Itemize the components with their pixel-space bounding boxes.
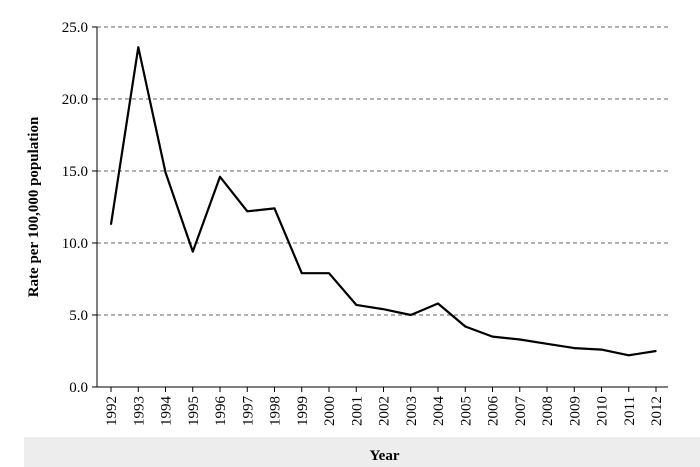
y-tick-label: 20.0 [62, 92, 88, 108]
data-point [573, 347, 576, 349]
x-tick-label: 2012 [649, 396, 665, 426]
data-point [164, 171, 167, 174]
data-point [518, 338, 521, 341]
x-tick-label: 1993 [131, 396, 147, 426]
x-tick-label: 2009 [567, 396, 583, 426]
x-axis-label: Year [370, 448, 400, 464]
x-tick-label: 2007 [513, 396, 529, 427]
x-tick-label: 1992 [104, 396, 120, 426]
series [109, 46, 657, 357]
y-axis-label: Rate per 100,000 population [26, 116, 42, 297]
x-tick-label: 2011 [622, 396, 638, 425]
x-tick-label: 1997 [240, 396, 256, 427]
y-tick-label: 10.0 [62, 236, 88, 252]
x-tick-label: 2001 [349, 396, 365, 426]
x-tick-label: 2004 [431, 396, 447, 427]
data-point [246, 210, 249, 213]
data-point [409, 314, 412, 316]
data-point [328, 272, 330, 275]
data-point [300, 272, 303, 275]
gridlines [97, 26, 668, 316]
x-tick-label: 1999 [295, 396, 311, 426]
data-point [110, 223, 112, 226]
x-tick-label: 1996 [213, 396, 229, 427]
y-tick-label: 5.0 [69, 308, 88, 324]
data-point [627, 354, 630, 357]
x-tick-label: 1995 [186, 396, 202, 426]
x-tick-label: 2000 [322, 396, 338, 426]
x-tick-label: 2002 [377, 396, 393, 426]
data-point [355, 304, 358, 306]
axes [96, 27, 668, 388]
data-point [137, 46, 140, 48]
x-tick-label: 2010 [595, 396, 611, 426]
data-point [491, 335, 494, 338]
y-tick-label: 25.0 [62, 20, 88, 36]
data-point [219, 175, 221, 178]
footer-band [24, 437, 700, 467]
y-ticks: 0.0 5.0 10.0 15.0 20.0 25.0 [62, 20, 97, 396]
data-point [437, 302, 439, 305]
x-tick-label: 1994 [159, 396, 175, 427]
data-point [655, 350, 657, 352]
x-tick-label: 2006 [486, 396, 502, 427]
x-ticks: 1992 1993 1994 1995 1996 1997 1998 1999 2000 2001… [104, 387, 665, 426]
data-point [600, 348, 603, 351]
x-tick-label: 1998 [268, 396, 284, 426]
data-point [382, 308, 385, 311]
data-point [546, 343, 548, 345]
x-tick-label: 2003 [404, 396, 420, 426]
x-tick-label: 2005 [458, 396, 474, 426]
data-point [273, 207, 276, 210]
y-tick-label: 15.0 [62, 164, 88, 180]
data-point [191, 250, 194, 253]
x-tick-label: 2008 [540, 396, 556, 426]
data-point [464, 325, 467, 328]
y-tick-label: 0.0 [69, 380, 88, 396]
